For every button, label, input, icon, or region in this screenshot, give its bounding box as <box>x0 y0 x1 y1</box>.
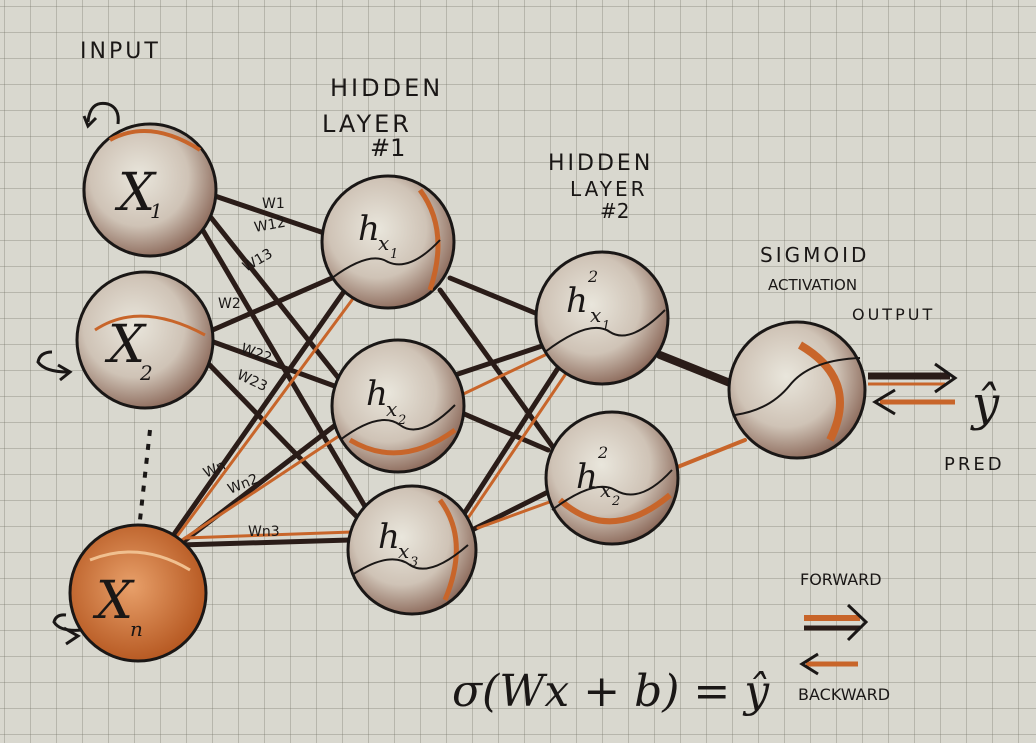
recurrent-arrow-icon <box>86 101 120 125</box>
backward-overlay-xn <box>176 298 354 542</box>
pred-label: PRED <box>944 454 1005 475</box>
edge-h3-h22 <box>469 487 555 533</box>
connections-hidden1-hidden2 <box>437 275 563 533</box>
node-label-h2-subsub: 2 <box>397 413 406 428</box>
edge-h2-h22 <box>452 407 551 453</box>
edge-h21-out <box>656 351 739 389</box>
node-label-h2-sub: x <box>386 397 397 421</box>
hidden1-node-2: h x 2 <box>330 338 466 474</box>
node-label-xn-main: X <box>92 571 135 631</box>
weight-wn3: Wn3 <box>248 524 280 540</box>
y-hat-label: ŷ <box>970 376 1000 432</box>
edge-h1-h22 <box>437 287 558 453</box>
node-label-h3-sub: x <box>398 539 409 563</box>
hidden1-label-line1: HIDDEN <box>330 74 443 102</box>
legend-backward-arrow-icon <box>799 652 858 676</box>
sigmoid-label-line1: SIGMOID <box>760 243 869 267</box>
node-label-h21-sub: x <box>590 303 601 327</box>
output-forward-arrow-icon <box>868 362 958 394</box>
node-label-h22-main: h <box>576 457 598 497</box>
node-label-x1-main: X <box>114 163 157 223</box>
node-label-h22-sub: x <box>600 478 611 502</box>
output-node-sigmoid <box>727 320 867 460</box>
node-label-h22-sup: 2 <box>597 443 608 462</box>
legend-backward-label: BACKWARD <box>798 685 890 704</box>
node-label-h1-main: h <box>358 209 380 249</box>
node-label-h3-main: h <box>378 517 400 557</box>
sigmoid-label-line2: ACTIVATION <box>768 276 857 294</box>
legend: FORWARD BACKWARD <box>798 570 890 704</box>
weight-w12: W12 <box>253 215 287 236</box>
legend-forward-arrow-icon <box>804 603 869 642</box>
recurrent-arrow-icon <box>36 350 69 374</box>
edge-h2-h21 <box>452 342 548 378</box>
edge-h22-out <box>668 438 747 472</box>
node-label-h2-main: h <box>366 374 388 414</box>
edge-x2-h3 <box>197 352 363 523</box>
hidden2-node-2: h 2 x 2 <box>544 410 680 546</box>
node-label-xn-sub: n <box>130 617 143 641</box>
weight-w23: W23 <box>234 367 269 395</box>
output-backward-arrow-icon <box>872 388 955 416</box>
weight-w2: W2 <box>218 296 241 312</box>
weight-w13: W13 <box>240 246 275 276</box>
input-node-x1: X 1 <box>82 122 218 258</box>
hidden2-node-1: h 2 x 1 <box>534 250 670 386</box>
output-label: OUTPUT <box>852 305 935 324</box>
legend-forward-label: FORWARD <box>800 570 882 589</box>
node-label-h21-sup: 2 <box>587 267 598 286</box>
backward-overlay-h1-h2 <box>453 353 567 530</box>
node-label-h1-subsub: 1 <box>390 247 398 262</box>
edge-h3-h21 <box>457 362 563 523</box>
edge-h1-h21 <box>447 275 543 318</box>
edge-x2-h2 <box>205 337 343 391</box>
hidden1-node-1: h x 1 <box>320 174 456 310</box>
edge-xn-h3 <box>177 537 353 548</box>
edge-x1-h1 <box>209 192 333 238</box>
hidden2-label-line1: HIDDEN <box>548 151 653 176</box>
hidden1-label-line2: LAYER <box>322 110 412 138</box>
node-label-x2-sub: 2 <box>139 361 153 385</box>
edge-xn-h1 <box>167 287 348 543</box>
connections-hidden2-output <box>656 351 747 472</box>
hidden2-label-line3: #2 <box>600 199 629 223</box>
node-label-h21-subsub: 1 <box>602 319 610 334</box>
node-label-h21-main: h <box>566 281 588 321</box>
node-label-x1-sub: 1 <box>150 199 163 223</box>
node-label-x2-main: X <box>104 315 147 375</box>
node-label-h1-sub: x <box>378 231 389 255</box>
node-label-h3-subsub: 3 <box>410 555 418 570</box>
node-label-h22-subsub: 2 <box>611 494 620 509</box>
weight-w1: W1 <box>262 196 285 212</box>
input-layer-label: INPUT <box>80 39 161 64</box>
hidden2-label-line2: LAYER <box>570 177 647 201</box>
input-node-x2: X 2 <box>75 270 215 410</box>
sigmoid-formula: σ(Wx + b) = ŷ <box>452 666 770 717</box>
input-node-xn: X n <box>68 523 208 663</box>
connections-input-hidden1 <box>167 192 373 551</box>
ellipsis-dashes <box>138 429 152 521</box>
hidden1-label-line3: #1 <box>370 134 405 162</box>
hidden1-node-3: h x 3 <box>346 484 478 616</box>
edge-x2-h1 <box>205 275 335 335</box>
